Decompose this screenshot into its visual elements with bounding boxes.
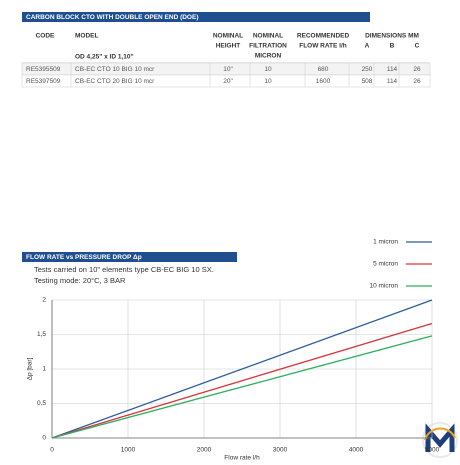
x-tick-label: 5000 [425,447,440,454]
series-line [51,335,433,439]
cell: 10 [264,78,272,85]
cell: RE5397509 [26,78,61,85]
y-tick-label: 1 [42,366,46,373]
table-title: CARBON BLOCK CTO WITH DOUBLE OPEN END (D… [26,14,199,21]
row-bg [21,74,431,88]
column-header: HEIGHT [216,43,241,50]
x-tick-label: 2000 [197,447,212,454]
x-tick-label: 1000 [121,447,136,454]
x-tick-label: 0 [50,447,54,454]
subheader: OD 4,25" x ID 1,10" [75,54,134,61]
logo [422,422,458,458]
column-header: NOMINAL [253,33,283,40]
cell: 114 [387,66,398,73]
column-header: NOMINAL [213,33,243,40]
series-line [51,322,433,439]
chart-title-bar [22,252,237,262]
cell: 10" [223,66,233,73]
column-header: A [365,43,370,50]
column-header: FLOW RATE l/h [299,43,347,50]
y-tick-label: 0 [42,435,46,442]
legend-label: 5 micron [373,261,398,268]
cell: 26 [413,66,421,73]
cell: 250 [362,66,373,73]
legend-label: 10 micron [369,283,398,290]
cell: 1600 [316,78,331,85]
y-axis-label: Δp [bar] [27,357,34,380]
y-tick-label: 2 [42,297,46,304]
cell: CB-EC CTO 10 BIG 10 mcr [75,66,155,73]
chart-subtitle: Testing mode: 20°C, 3 BAR [34,276,126,285]
cell: RE5395509 [26,66,61,73]
y-tick-label: 1,5 [37,331,46,338]
cell: 10 [264,66,272,73]
column-header: MODEL [75,33,99,40]
cell: 680 [318,66,329,73]
column-header: RECOMMENDED [297,33,350,40]
x-tick-label: 4000 [349,447,364,454]
cell: 114 [387,78,398,85]
table-title-bar [22,12,370,22]
chart-subtitle: Tests carried on 10" elements type CB-EC… [34,265,214,274]
column-header: CODE [36,33,55,40]
x-axis-label: Flow rate l/h [224,455,260,460]
cell: 508 [362,78,373,85]
column-header: FILTRATION [249,43,287,50]
series-line [51,299,433,439]
y-tick-label: 0,5 [37,400,46,407]
chart-title: FLOW RATE vs PRESSURE DROP Δp [26,254,142,261]
cell: 20" [223,78,233,85]
column-header: C [415,43,420,50]
legend-label: 1 micron [373,239,398,246]
cell: 26 [413,78,421,85]
x-tick-label: 3000 [273,447,288,454]
column-group: DIMENSIONS MM [365,33,419,40]
column-header: B [390,43,395,50]
cell: CB-EC CTO 20 BIG 10 mcr [75,78,155,85]
column-header: MICRON [255,53,282,60]
